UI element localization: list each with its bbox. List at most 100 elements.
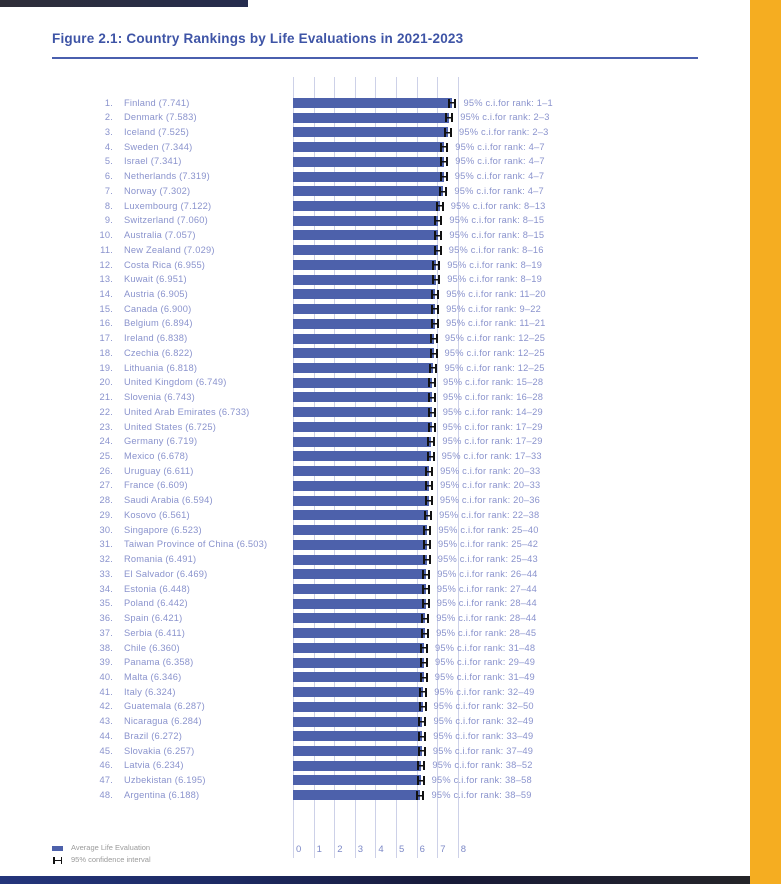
country-row: 5. Israel (7.341) 95% c.i.for rank: 4–7 xyxy=(0,154,750,169)
rank-number: 14. xyxy=(99,288,113,299)
ci-rank-label: 95% c.i.for rank: 8–15 xyxy=(449,230,545,241)
country-row: 9. Switzerland (7.060) 95% c.i.for rank: 8… xyxy=(0,213,750,228)
rank-number: 19. xyxy=(99,362,113,373)
country-label: Iceland (7.525) xyxy=(124,126,190,137)
ci-rank-label: 95% c.i.for rank: 8–19 xyxy=(447,274,543,285)
ci-rank-label: 95% c.i.for rank: 14–29 xyxy=(442,406,543,417)
figure-title: Figure 2.1: Country Rankings by Life Eva… xyxy=(52,31,464,46)
life-evaluation-bar xyxy=(293,746,422,756)
country-label: New Zealand (7.029) xyxy=(124,244,215,255)
confidence-interval-whisker xyxy=(431,304,440,314)
country-label: Czechia (6.822) xyxy=(124,347,193,358)
confidence-interval-whisker xyxy=(431,289,440,299)
country-row: 4. Sweden (7.344) 95% c.i.for rank: 4–7 xyxy=(0,140,750,155)
country-row: 12. Costa Rica (6.955) 95% c.i.for rank: 8… xyxy=(0,258,750,273)
life-evaluation-bar xyxy=(293,554,427,565)
ci-rank-label: 95% c.i.for rank: 12–25 xyxy=(444,362,545,373)
ci-rank-label: 95% c.i.for rank: 1–1 xyxy=(463,97,553,108)
confidence-interval-whisker xyxy=(417,761,426,771)
confidence-interval-whisker xyxy=(439,172,448,182)
confidence-interval-whisker xyxy=(440,157,449,167)
country-label: Mexico (6.678) xyxy=(124,451,189,462)
country-label: Chile (6.360) xyxy=(124,642,180,653)
ci-rank-label: 95% c.i.for rank: 32–49 xyxy=(434,686,535,697)
confidence-interval-whisker xyxy=(435,201,444,211)
ci-rank-label: 95% c.i.for rank: 2–3 xyxy=(460,112,550,123)
country-row: 45. Slovakia (6.257) 95% c.i.for rank: 37–… xyxy=(0,744,750,759)
country-label: Poland (6.442) xyxy=(124,598,188,609)
country-label: Estonia (6.448) xyxy=(124,583,191,594)
country-row: 14. Austria (6.905) 95% c.i.for rank: 11–2… xyxy=(0,287,750,302)
rank-number: 12. xyxy=(99,259,113,270)
life-evaluation-bar xyxy=(293,421,432,432)
country-label: Italy (6.324) xyxy=(124,686,176,697)
life-evaluation-bar xyxy=(293,245,438,256)
confidence-interval-whisker xyxy=(433,245,442,255)
rank-number: 4. xyxy=(104,141,113,152)
ci-rank-label: 95% c.i.for rank: 8–13 xyxy=(450,200,546,211)
country-label: Guatemala (6.287) xyxy=(124,701,205,712)
ci-rank-label: 95% c.i.for rank: 20–36 xyxy=(439,495,541,506)
ci-rank-label: 95% c.i.for rank: 4–7 xyxy=(454,185,544,196)
confidence-interval-whisker xyxy=(422,555,431,565)
life-evaluation-bar xyxy=(293,363,434,374)
rank-number: 43. xyxy=(99,716,113,727)
ci-rank-label: 95% c.i.for rank: 38–58 xyxy=(431,775,532,786)
rank-number: 34. xyxy=(99,583,113,594)
ci-rank-label: 95% c.i.for rank: 33–49 xyxy=(433,730,534,741)
country-row: 39. Panama (6.358) 95% c.i.for rank: 29–49 xyxy=(0,655,750,670)
country-row: 20. United Kingdom (6.749) 95% c.i.for ran… xyxy=(0,375,750,390)
ci-rank-label: 95% c.i.for rank: 32–50 xyxy=(433,701,534,712)
country-row: 36. Spain (6.421) 95% c.i.for rank: 28–44 xyxy=(0,611,750,626)
ci-rank-label: 95% c.i.for rank: 8–19 xyxy=(447,259,543,270)
life-evaluation-bar xyxy=(293,760,422,771)
country-label: Switzerland (7.060) xyxy=(124,215,208,226)
life-evaluation-bar xyxy=(293,392,432,403)
rank-number: 10. xyxy=(99,230,113,241)
life-evaluation-bar xyxy=(293,539,427,550)
country-label: Kuwait (6.951) xyxy=(124,274,187,285)
life-evaluation-bar xyxy=(293,304,436,315)
life-evaluation-bar xyxy=(293,701,423,712)
ci-rank-label: 95% c.i.for rank: 17–29 xyxy=(442,421,543,432)
ci-rank-label: 95% c.i.for rank: 37–49 xyxy=(432,745,534,756)
rank-number: 11. xyxy=(100,244,113,255)
rank-number: 40. xyxy=(99,671,113,682)
rank-number: 18. xyxy=(99,347,113,358)
country-label: United Arab Emirates (6.733) xyxy=(124,406,250,417)
country-row: 19. Lithuania (6.818) 95% c.i.for rank: 12… xyxy=(0,361,750,376)
rank-number: 6. xyxy=(104,171,113,182)
confidence-interval-whisker xyxy=(424,510,433,520)
confidence-interval-whisker xyxy=(431,319,440,329)
country-row: 26. Uruguay (6.611) 95% c.i.for rank: 20–3… xyxy=(0,464,750,479)
country-label: Nicaragua (6.284) xyxy=(124,716,202,727)
rank-number: 16. xyxy=(99,318,113,329)
country-row: 31. Taiwan Province of China (6.503) 95% c… xyxy=(0,537,750,552)
rank-number: 24. xyxy=(99,436,113,447)
life-evaluation-bar xyxy=(293,333,434,344)
life-evaluation-bar xyxy=(293,171,444,182)
x-axis-tick-label: 1 xyxy=(316,844,322,855)
x-axis-tick-label: 4 xyxy=(378,844,384,855)
country-label: Belgium (6.894) xyxy=(124,318,193,329)
rank-number: 22. xyxy=(99,406,113,417)
life-evaluation-bar xyxy=(293,628,426,639)
country-row: 33. El Salvador (6.469) 95% c.i.for rank: … xyxy=(0,567,750,582)
life-evaluation-bar xyxy=(293,583,426,594)
life-evaluation-bar xyxy=(293,716,423,727)
country-row: 1. Finland (7.741) 95% c.i.for rank: 1–1 xyxy=(0,96,750,111)
country-label: United Kingdom (6.749) xyxy=(124,377,227,388)
life-evaluation-bar xyxy=(293,569,427,580)
confidence-interval-whisker xyxy=(416,776,425,786)
life-evaluation-bar xyxy=(293,672,424,683)
ci-rank-label: 95% c.i.for rank: 26–44 xyxy=(437,568,538,579)
country-row: 48. Argentina (6.188) 95% c.i.for rank: 38… xyxy=(0,788,750,803)
country-row: 30. Singapore (6.523) 95% c.i.for rank: 25… xyxy=(0,523,750,538)
life-evaluation-bar xyxy=(293,318,436,329)
confidence-interval-whisker xyxy=(432,260,441,270)
confidence-interval-whisker xyxy=(423,525,432,535)
rank-number: 3. xyxy=(104,126,113,137)
ci-rank-label: 95% c.i.for rank: 25–40 xyxy=(438,524,539,535)
ci-rank-label: 95% c.i.for rank: 28–45 xyxy=(436,627,537,638)
rank-number: 38. xyxy=(99,642,113,653)
